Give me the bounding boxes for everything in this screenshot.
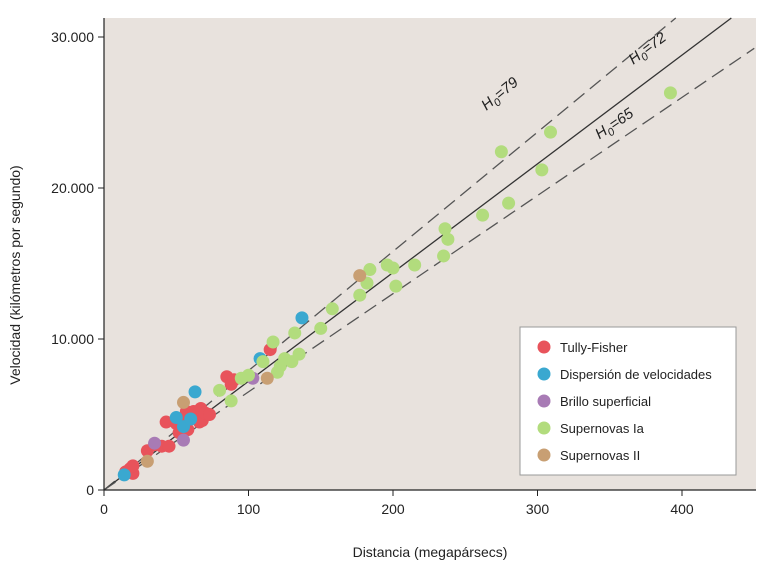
y-tick-label: 10.000	[51, 331, 94, 347]
data-point	[159, 415, 173, 429]
data-point	[502, 196, 516, 210]
legend-entry: Supernovas Ia	[560, 421, 645, 436]
data-point	[266, 335, 280, 349]
data-point	[148, 436, 162, 450]
x-tick-label: 0	[100, 501, 108, 517]
data-point	[288, 326, 302, 340]
data-point	[295, 311, 309, 325]
data-point	[353, 269, 367, 283]
data-point	[408, 258, 422, 272]
legend-swatch	[537, 421, 551, 435]
x-axis-label: Distancia (megapársecs)	[353, 544, 508, 560]
legend-entry: Supernovas II	[560, 448, 640, 463]
data-point	[437, 249, 451, 263]
data-point	[292, 347, 306, 361]
data-point	[140, 454, 154, 468]
data-points	[117, 86, 677, 482]
legend-box	[519, 326, 737, 476]
legend-swatch	[537, 394, 551, 408]
data-point	[494, 145, 508, 159]
fit-line-h0-79	[103, 17, 677, 491]
legend: Tully-Fisher Dispersión de velocidades Bri…	[519, 326, 737, 476]
x-ticks: 0 100 200 300 400	[100, 490, 694, 517]
data-point	[224, 394, 238, 408]
x-tick-label: 100	[237, 501, 261, 517]
y-tick-label: 30.000	[51, 29, 94, 45]
data-point	[535, 163, 549, 177]
data-point	[363, 263, 377, 277]
y-axis-label: Velocidad (kilómetros por segundo)	[7, 165, 23, 384]
x-tick-label: 200	[381, 501, 405, 517]
data-point	[314, 321, 328, 335]
data-point	[184, 412, 198, 426]
x-tick-label: 300	[526, 501, 550, 517]
data-point	[260, 371, 274, 385]
data-point	[162, 439, 176, 453]
legend-entry: Dispersión de velocidades	[560, 367, 712, 382]
legend-swatch	[537, 340, 551, 354]
data-point	[441, 232, 455, 246]
data-point	[663, 86, 677, 100]
data-point	[389, 279, 403, 293]
data-point	[213, 383, 227, 397]
legend-swatch	[537, 367, 551, 381]
data-point	[353, 288, 367, 302]
data-point	[202, 408, 216, 421]
data-point	[242, 368, 255, 382]
legend-entry: Tully-Fisher	[560, 340, 628, 355]
data-point	[544, 125, 558, 139]
y-tick-label: 20.000	[51, 180, 94, 196]
data-point	[169, 411, 183, 425]
data-point	[438, 222, 452, 236]
data-point	[256, 355, 270, 369]
legend-swatch	[537, 448, 551, 462]
data-point	[476, 208, 490, 222]
data-point	[176, 395, 190, 409]
y-ticks: 0 10.000 20.000 30.000	[51, 29, 104, 498]
data-point	[386, 261, 400, 275]
data-point	[126, 459, 140, 473]
legend-entry: Brillo superficial	[560, 394, 651, 409]
y-tick-label: 0	[86, 482, 94, 498]
data-point	[176, 433, 190, 447]
data-point	[117, 468, 131, 482]
data-point	[188, 385, 202, 399]
x-tick-label: 400	[670, 501, 694, 517]
data-point	[325, 302, 339, 316]
